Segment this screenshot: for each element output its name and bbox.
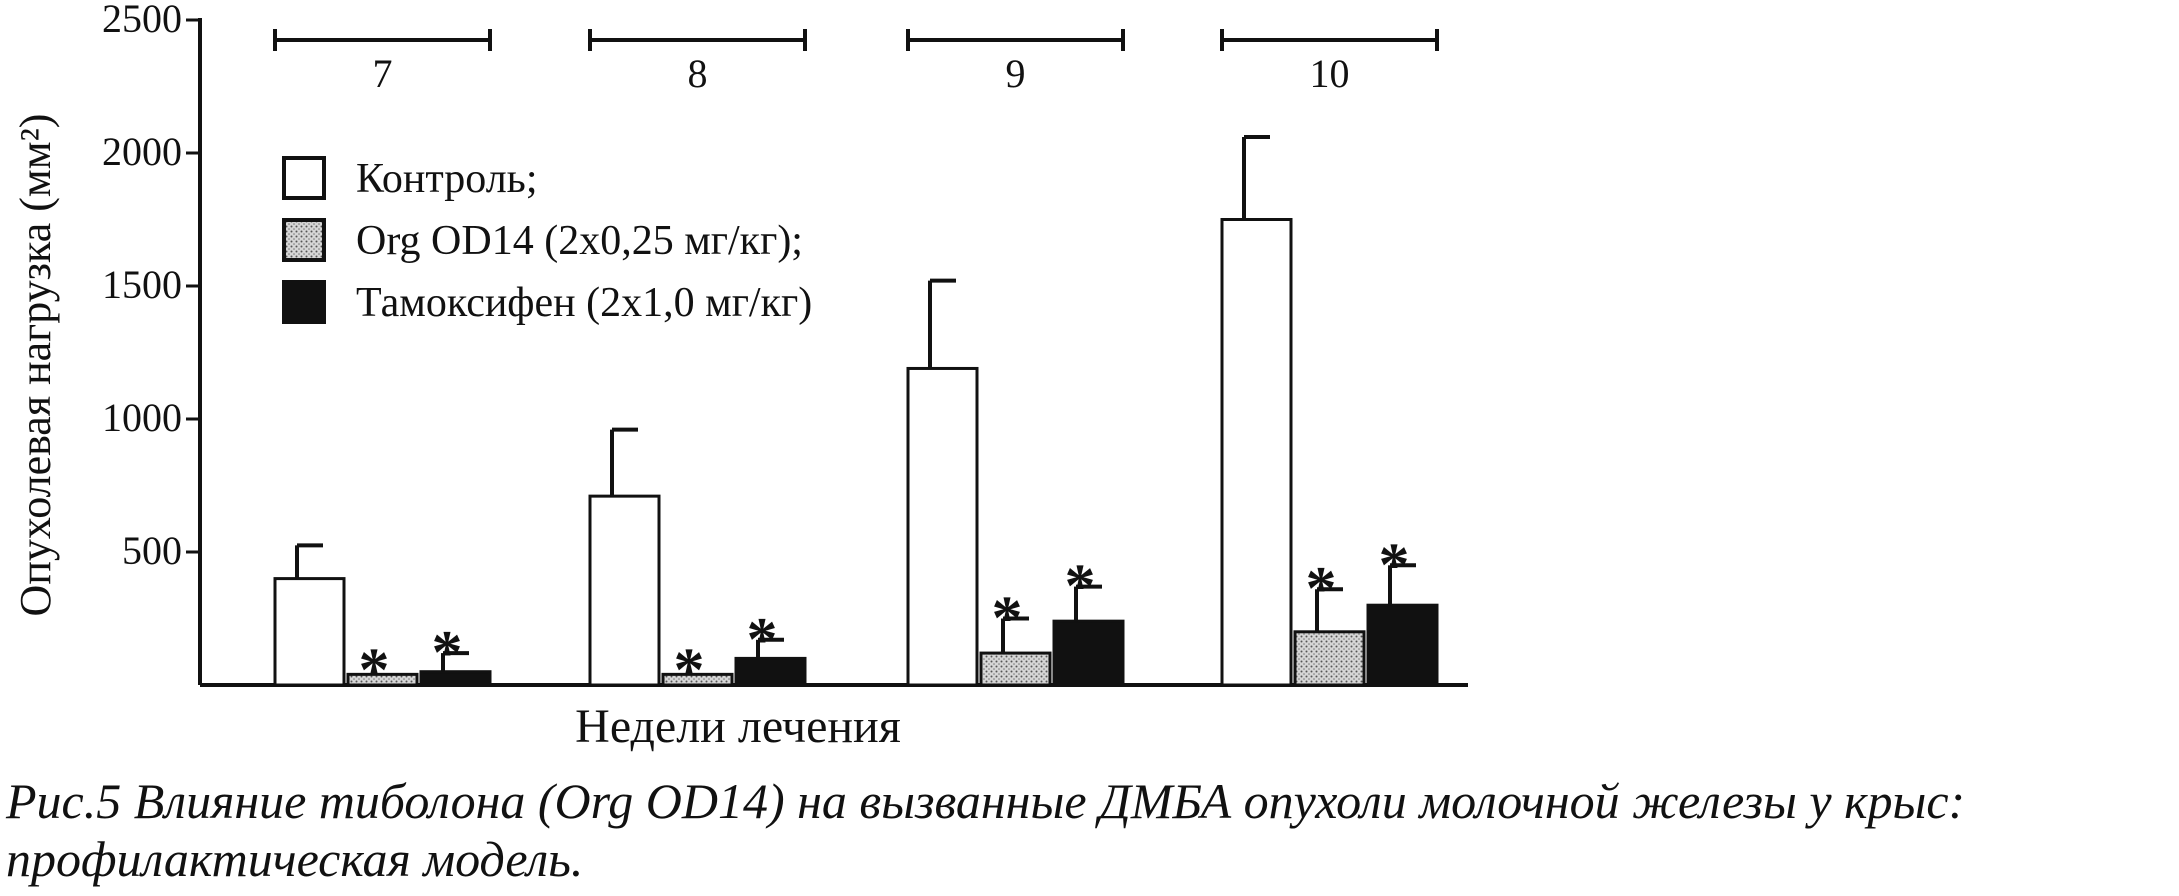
y-tick-label: 500 xyxy=(122,528,182,573)
bar xyxy=(588,494,661,687)
bar xyxy=(1293,630,1366,687)
significance-mark: * xyxy=(992,585,1023,653)
legend-entry: Контроль; xyxy=(356,156,538,202)
significance-mark: * xyxy=(1379,531,1410,599)
bar xyxy=(346,672,419,687)
x-tick-label: 10 xyxy=(1310,51,1350,96)
legend-entry: Org OD14 (2х0,25 мг/кг); xyxy=(356,218,803,264)
significance-mark: * xyxy=(1306,555,1337,623)
bar xyxy=(1220,218,1293,687)
significance-mark: * xyxy=(747,606,778,674)
significance-mark: * xyxy=(1065,553,1096,621)
legend-swatch xyxy=(282,280,326,324)
bar xyxy=(1366,603,1439,687)
significance-mark: * xyxy=(432,619,463,687)
bar xyxy=(906,366,979,687)
significance-mark: * xyxy=(359,636,390,704)
legend-swatch xyxy=(282,156,326,200)
y-tick-label: 1000 xyxy=(102,395,182,440)
bar xyxy=(734,656,807,687)
bars: * * * * * * * * xyxy=(273,135,1439,704)
bar xyxy=(419,670,492,687)
legend-swatch xyxy=(282,218,326,262)
significance-mark: * xyxy=(674,636,705,704)
bar xyxy=(979,651,1052,687)
y-axis-ticks: 500 1000 1500 2000 2500 xyxy=(102,0,200,573)
legend-entry: Тамоксифен (2х1,0 мг/кг) xyxy=(356,280,812,326)
y-tick-label: 1500 xyxy=(102,262,182,307)
bar-chart: 500 1000 1500 2000 2500 7 8 9 10 * * * * * * * * Контр… xyxy=(11,0,1468,753)
bar xyxy=(661,672,734,687)
x-axis-label: Недели лечения xyxy=(575,700,901,753)
figure-caption: Рис.5 Влияние тиболона (Org OD14) на выз… xyxy=(6,773,1966,887)
y-tick-label: 2000 xyxy=(102,129,182,174)
week-group-brackets: 7 8 9 10 xyxy=(273,29,1439,96)
y-axis-label: Опухолевая нагрузка (мм²) xyxy=(11,114,60,617)
bar xyxy=(273,577,346,687)
x-tick-label: 9 xyxy=(1006,51,1026,96)
x-tick-label: 7 xyxy=(373,51,393,96)
legend: Контроль; Org OD14 (2х0,25 мг/кг); Тамокси… xyxy=(282,156,812,326)
bar xyxy=(1052,619,1125,687)
y-tick-label: 2500 xyxy=(102,0,182,41)
x-tick-label: 8 xyxy=(688,51,708,96)
